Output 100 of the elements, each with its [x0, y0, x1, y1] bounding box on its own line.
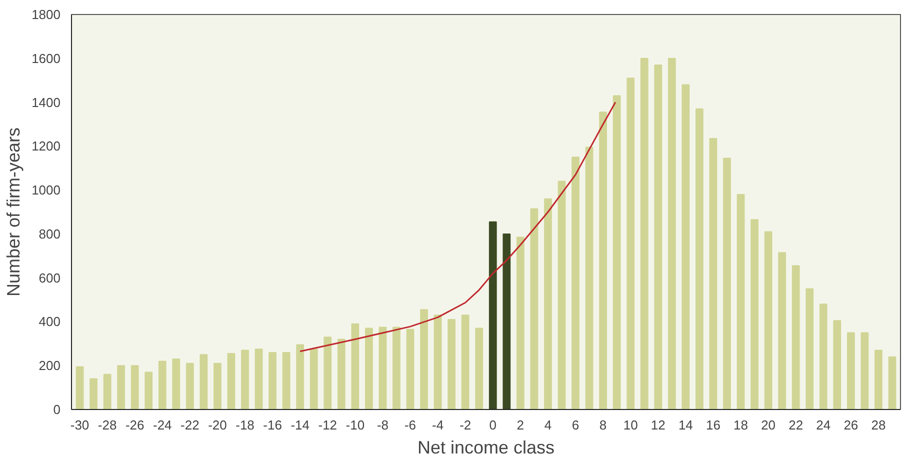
bar [324, 336, 332, 410]
bar [158, 360, 166, 410]
x-tick-label: 2 [516, 418, 524, 432]
y-tick-label: 1400 [32, 94, 60, 110]
bar [819, 304, 828, 410]
bar [860, 332, 869, 410]
bar [392, 326, 400, 410]
bar [778, 252, 786, 410]
y-tick-label: 1600 [32, 50, 60, 66]
bar [130, 365, 139, 410]
y-tick-label: 200 [38, 358, 61, 374]
x-tick-label: 6 [572, 418, 580, 432]
bar [888, 356, 896, 410]
x-tick-label: -4 [432, 418, 444, 432]
x-tick-label: -8 [376, 418, 388, 432]
x-tick-label: 14 [678, 418, 693, 432]
bar [90, 378, 98, 410]
bar [530, 208, 538, 410]
x-tick-label: 16 [706, 418, 720, 432]
y-tick-label: 0 [53, 402, 61, 417]
bar [448, 319, 456, 410]
line-series [299, 102, 616, 352]
bar [612, 95, 621, 410]
y-tick-label: 800 [38, 226, 61, 242]
bar [696, 108, 704, 410]
bar [144, 372, 153, 410]
y-tick-label: 1800 [32, 7, 60, 22]
x-tick-label: -10 [346, 418, 365, 432]
x-tick-label: 20 [761, 418, 776, 432]
bar [254, 348, 263, 410]
bar [516, 236, 524, 410]
x-tick-label: -26 [125, 418, 144, 432]
bar [764, 231, 772, 410]
x-tick-label: -28 [98, 418, 117, 432]
x-tick-label: 0 [489, 418, 497, 432]
bar [806, 288, 814, 410]
x-tick-label: -6 [404, 418, 416, 432]
bar [434, 314, 442, 410]
bar [792, 265, 800, 410]
bar [296, 344, 304, 410]
bar [200, 354, 208, 410]
bar [544, 198, 552, 410]
x-tick-label: 12 [650, 418, 666, 432]
x-tick-label: -16 [263, 418, 282, 432]
bar [227, 353, 236, 410]
x-tick-label: -20 [208, 418, 227, 432]
y-axis-title: Number of firm-years [4, 127, 24, 297]
bar [750, 219, 758, 410]
bar [654, 64, 662, 410]
y-tick-label: 600 [38, 270, 61, 286]
bar [846, 332, 855, 410]
bar [378, 326, 387, 410]
x-tick-label: -24 [152, 418, 172, 432]
bar [214, 362, 222, 410]
x-tick-label: -14 [290, 418, 310, 432]
bar [475, 328, 484, 410]
bar [833, 320, 842, 410]
x-tick-label: 28 [871, 418, 886, 432]
bar [117, 365, 126, 410]
bar [488, 221, 497, 410]
bar [558, 180, 566, 410]
x-tick-label: 10 [623, 418, 638, 432]
bar [282, 352, 290, 410]
x-tick-label: -30 [70, 418, 90, 432]
bar [351, 323, 360, 410]
bar [599, 112, 607, 410]
bar [337, 338, 346, 410]
x-tick-label: 8 [599, 418, 607, 432]
bar [365, 328, 373, 410]
bar [502, 233, 511, 410]
y-tick-label: 400 [38, 314, 61, 330]
bar [310, 348, 318, 410]
x-tick-label: 18 [734, 418, 748, 432]
bar [241, 350, 249, 410]
bar [268, 352, 276, 410]
x-tick-label: 26 [844, 418, 858, 432]
x-tick-label: -18 [236, 418, 254, 432]
bar [572, 156, 580, 410]
bar [172, 358, 180, 410]
x-axis-title: Net income class [417, 438, 555, 458]
bar [420, 309, 428, 410]
bar [406, 328, 414, 410]
bar [682, 84, 690, 410]
x-tick-label: 22 [788, 418, 804, 432]
x-tick-label: 4 [544, 418, 552, 432]
bar [461, 314, 470, 410]
x-tick-label: 24 [816, 418, 831, 432]
bar [626, 78, 635, 410]
bar [640, 58, 648, 410]
y-tick-label: 1200 [32, 138, 60, 154]
x-tick-label: -12 [318, 418, 338, 432]
bar [709, 138, 718, 410]
bar [668, 58, 676, 410]
x-tick-label: -2 [460, 418, 472, 432]
bar [874, 350, 882, 410]
bar [736, 194, 745, 410]
x-tick-label: -22 [180, 418, 200, 432]
bar [585, 146, 594, 410]
y-tick-label: 1000 [32, 182, 60, 198]
bar [76, 366, 84, 410]
